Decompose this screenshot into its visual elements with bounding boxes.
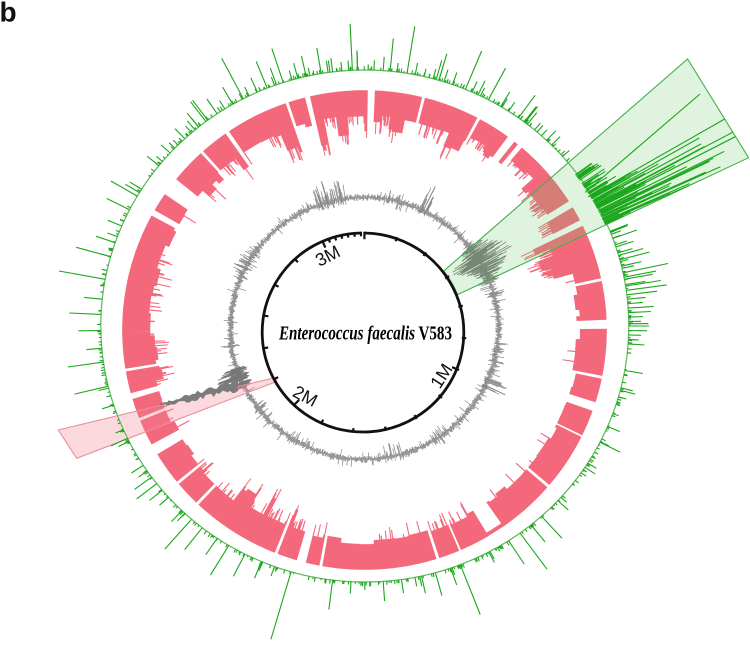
svg-text:b: b (0, 0, 17, 28)
svg-text:Enterococcus faecalis V583: Enterococcus faecalis V583 (278, 324, 452, 345)
